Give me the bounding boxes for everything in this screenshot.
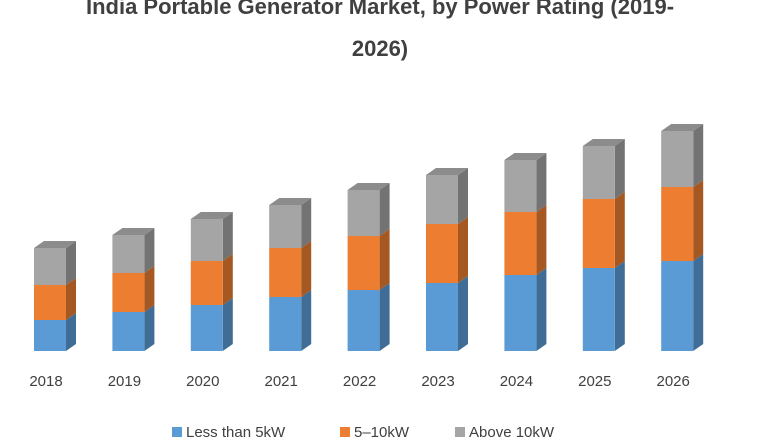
bar xyxy=(347,290,380,351)
bar xyxy=(34,320,66,351)
bar-side xyxy=(222,212,233,261)
bar-side xyxy=(66,313,76,351)
bar-side xyxy=(693,124,704,187)
bar-side xyxy=(144,305,155,351)
bar xyxy=(34,248,66,285)
x-tick-label: 2023 xyxy=(421,373,454,390)
x-tick-label: 2019 xyxy=(108,373,141,390)
bar xyxy=(347,190,380,236)
bar-side xyxy=(693,180,704,261)
bar xyxy=(269,297,302,351)
bar-top xyxy=(190,212,233,219)
bar xyxy=(347,236,380,290)
bar-side xyxy=(144,266,155,312)
bar-top xyxy=(504,153,547,160)
bar xyxy=(112,273,145,312)
bar-side xyxy=(614,192,625,268)
bar-side xyxy=(66,241,76,285)
bar xyxy=(504,212,537,275)
bar xyxy=(661,187,694,261)
bar-top xyxy=(34,241,76,248)
bar-side xyxy=(614,261,625,351)
bar-top xyxy=(269,198,312,205)
bar xyxy=(504,160,537,212)
legend-label: 5–10kW xyxy=(354,424,410,440)
bar-side xyxy=(536,268,547,351)
bar-side xyxy=(536,153,547,212)
bar xyxy=(269,248,302,297)
bar-side xyxy=(301,290,312,351)
bar xyxy=(269,205,302,248)
x-tick-label: 2024 xyxy=(500,373,533,390)
x-tick-label: 2021 xyxy=(265,373,298,390)
x-tick-label: 2020 xyxy=(186,373,219,390)
bar-top xyxy=(582,139,625,146)
bar-side xyxy=(301,198,312,248)
bar-side xyxy=(222,298,233,351)
bar-side xyxy=(458,276,468,351)
bar xyxy=(661,261,694,351)
bar-top xyxy=(112,228,155,235)
x-tick-label: 2026 xyxy=(657,373,690,390)
bar-side xyxy=(379,183,390,236)
bar-side xyxy=(614,139,625,199)
legend-swatch xyxy=(340,427,350,437)
bar xyxy=(582,146,615,199)
bar xyxy=(582,268,615,351)
bar-top xyxy=(347,183,390,190)
legend-swatch xyxy=(172,427,182,437)
bar xyxy=(190,261,223,305)
legend-label: Above 10kW xyxy=(469,424,555,440)
bar-top xyxy=(426,168,468,175)
bar xyxy=(190,305,223,351)
bar-side xyxy=(693,254,704,351)
bar-side xyxy=(66,278,76,320)
bar xyxy=(504,275,537,351)
bar xyxy=(426,175,458,224)
bar-side xyxy=(536,205,547,275)
x-tick-label: 2022 xyxy=(343,373,376,390)
bar-side xyxy=(222,254,233,305)
x-tick-label: 2025 xyxy=(578,373,611,390)
bar-side xyxy=(379,283,390,351)
legend-label: Less than 5kW xyxy=(186,424,286,440)
legend-swatch xyxy=(455,427,465,437)
bar-side xyxy=(301,241,312,297)
bar-side xyxy=(144,228,155,273)
bar xyxy=(661,131,694,187)
bar xyxy=(34,285,66,320)
bar-side xyxy=(458,217,468,283)
bar xyxy=(190,219,223,261)
bar-top xyxy=(661,124,704,131)
bar xyxy=(582,199,615,268)
x-tick-label: 2018 xyxy=(29,373,62,390)
bar-side xyxy=(458,168,468,224)
bar xyxy=(112,235,145,273)
bar-side xyxy=(379,229,390,290)
chart-title: India Portable Generator Market, by Powe… xyxy=(85,0,675,61)
bar xyxy=(426,224,458,283)
bar xyxy=(112,312,145,351)
bar xyxy=(426,283,458,351)
